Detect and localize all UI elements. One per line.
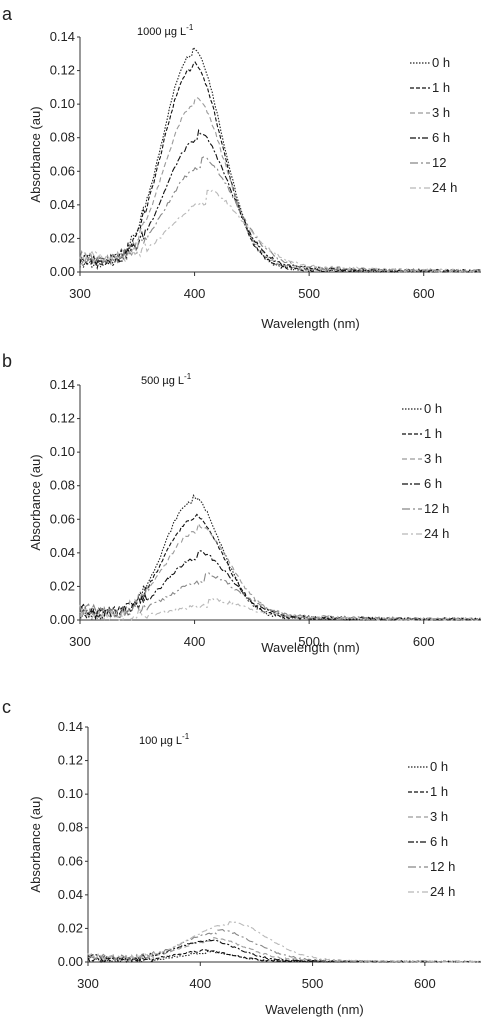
y-tick-label: 0.10 xyxy=(50,96,75,111)
chart-panel-a: a 0.00 0.02 0.04 0.06 0.08 0.10 0.12 0.14 300 400 5… xyxy=(2,4,481,331)
y-tick-label: 0.08 xyxy=(50,130,75,145)
concentration-annotation: 1000 µg L-1 xyxy=(137,23,194,38)
x-tick-label: 300 xyxy=(77,976,99,991)
legend-label: 24 h xyxy=(432,180,457,195)
x-tick-label: 400 xyxy=(184,634,206,649)
x-axis-label: Wavelength (nm) xyxy=(261,640,360,655)
series-line xyxy=(88,950,481,964)
series-line xyxy=(79,61,481,274)
y-tick-label: 0.12 xyxy=(50,411,75,426)
legend-label: 3 h xyxy=(430,809,448,824)
legend-label: 12 xyxy=(432,155,446,170)
x-tick-label: 500 xyxy=(298,634,320,649)
legend-label: 0 h xyxy=(430,759,448,774)
panel-letter: b xyxy=(2,351,12,371)
y-tick-label: 0.04 xyxy=(50,545,75,560)
series-line xyxy=(87,949,481,963)
x-tick-label: 500 xyxy=(302,976,324,991)
legend-label: 24 h xyxy=(424,526,449,541)
y-tick-label: 0.02 xyxy=(50,230,75,245)
y-tick-label: 0.00 xyxy=(58,954,83,969)
legend-label: 0 h xyxy=(432,55,450,70)
legend-label: 3 h xyxy=(432,105,450,120)
y-tick-label: 0.12 xyxy=(58,753,83,768)
y-axis-label: Absorbance (au) xyxy=(28,796,43,892)
legend-label: 6 h xyxy=(424,476,442,491)
concentration-annotation: 100 µg L-1 xyxy=(139,732,190,747)
legend-label: 1 h xyxy=(430,784,448,799)
series-line xyxy=(79,513,481,621)
legend-label: 12 h xyxy=(430,859,455,874)
legend-label: 1 h xyxy=(432,80,450,95)
x-tick-label: 300 xyxy=(69,634,91,649)
y-tick-label: 0.04 xyxy=(58,887,83,902)
y-tick-label: 0.14 xyxy=(50,377,75,392)
series-line xyxy=(79,597,481,622)
legend-label: 6 h xyxy=(430,834,448,849)
y-tick-label: 0.14 xyxy=(50,29,75,44)
y-tick-label: 0.02 xyxy=(50,578,75,593)
legend-label: 24 h xyxy=(430,884,455,899)
x-axis-label: Wavelength (nm) xyxy=(265,1002,364,1017)
panel-letter: c xyxy=(2,697,11,717)
legend-label: 1 h xyxy=(424,426,442,441)
series-line xyxy=(79,189,481,273)
chart-panel-b: b 0.00 0.02 0.04 0.06 0.08 0.10 0.12 0.14 300 400 5… xyxy=(2,351,481,655)
chart-panel-c: c 0.00 0.02 0.04 0.06 0.08 0.10 0.12 0.14 300 400 5… xyxy=(2,697,481,1017)
y-tick-label: 0.04 xyxy=(50,197,75,212)
series-line xyxy=(87,939,481,963)
y-tick-label: 0.10 xyxy=(58,786,83,801)
x-tick-label: 600 xyxy=(414,976,436,991)
y-tick-label: 0.12 xyxy=(50,63,75,78)
panel-letter: a xyxy=(2,4,13,24)
y-tick-label: 0.00 xyxy=(50,264,75,279)
y-tick-label: 0.02 xyxy=(58,920,83,935)
y-tick-label: 0.06 xyxy=(50,511,75,526)
x-tick-label: 600 xyxy=(413,286,435,301)
legend-label: 3 h xyxy=(424,451,442,466)
x-tick-label: 600 xyxy=(413,634,435,649)
concentration-annotation: 500 µg L-1 xyxy=(141,372,192,387)
legend-label: 6 h xyxy=(432,130,450,145)
series-line xyxy=(87,920,481,963)
annotation-superscript: -1 xyxy=(186,23,194,32)
series-line xyxy=(79,572,481,621)
x-tick-label: 400 xyxy=(189,976,211,991)
y-tick-label: 0.14 xyxy=(58,719,83,734)
y-tick-label: 0.06 xyxy=(58,853,83,868)
y-tick-label: 0.08 xyxy=(58,820,83,835)
legend-label: 0 h xyxy=(424,401,442,416)
annotation-superscript: -1 xyxy=(184,372,192,381)
legend-label: 12 h xyxy=(424,501,449,516)
series-line xyxy=(79,128,481,273)
series-line xyxy=(79,46,481,273)
series-line xyxy=(79,156,481,273)
y-axis-label: Absorbance (au) xyxy=(28,106,43,202)
x-tick-label: 500 xyxy=(298,286,320,301)
y-tick-label: 0.10 xyxy=(50,444,75,459)
y-axis-label: Absorbance (au) xyxy=(28,454,43,550)
x-tick-label: 400 xyxy=(184,286,206,301)
y-tick-label: 0.08 xyxy=(50,478,75,493)
series-line xyxy=(87,929,481,963)
series-line xyxy=(79,522,481,621)
y-tick-label: 0.06 xyxy=(50,163,75,178)
y-tick-label: 0.00 xyxy=(50,612,75,627)
x-tick-label: 300 xyxy=(69,286,91,301)
series-line xyxy=(79,96,481,273)
annotation-superscript: -1 xyxy=(182,732,190,741)
x-axis-label: Wavelength (nm) xyxy=(261,316,360,331)
